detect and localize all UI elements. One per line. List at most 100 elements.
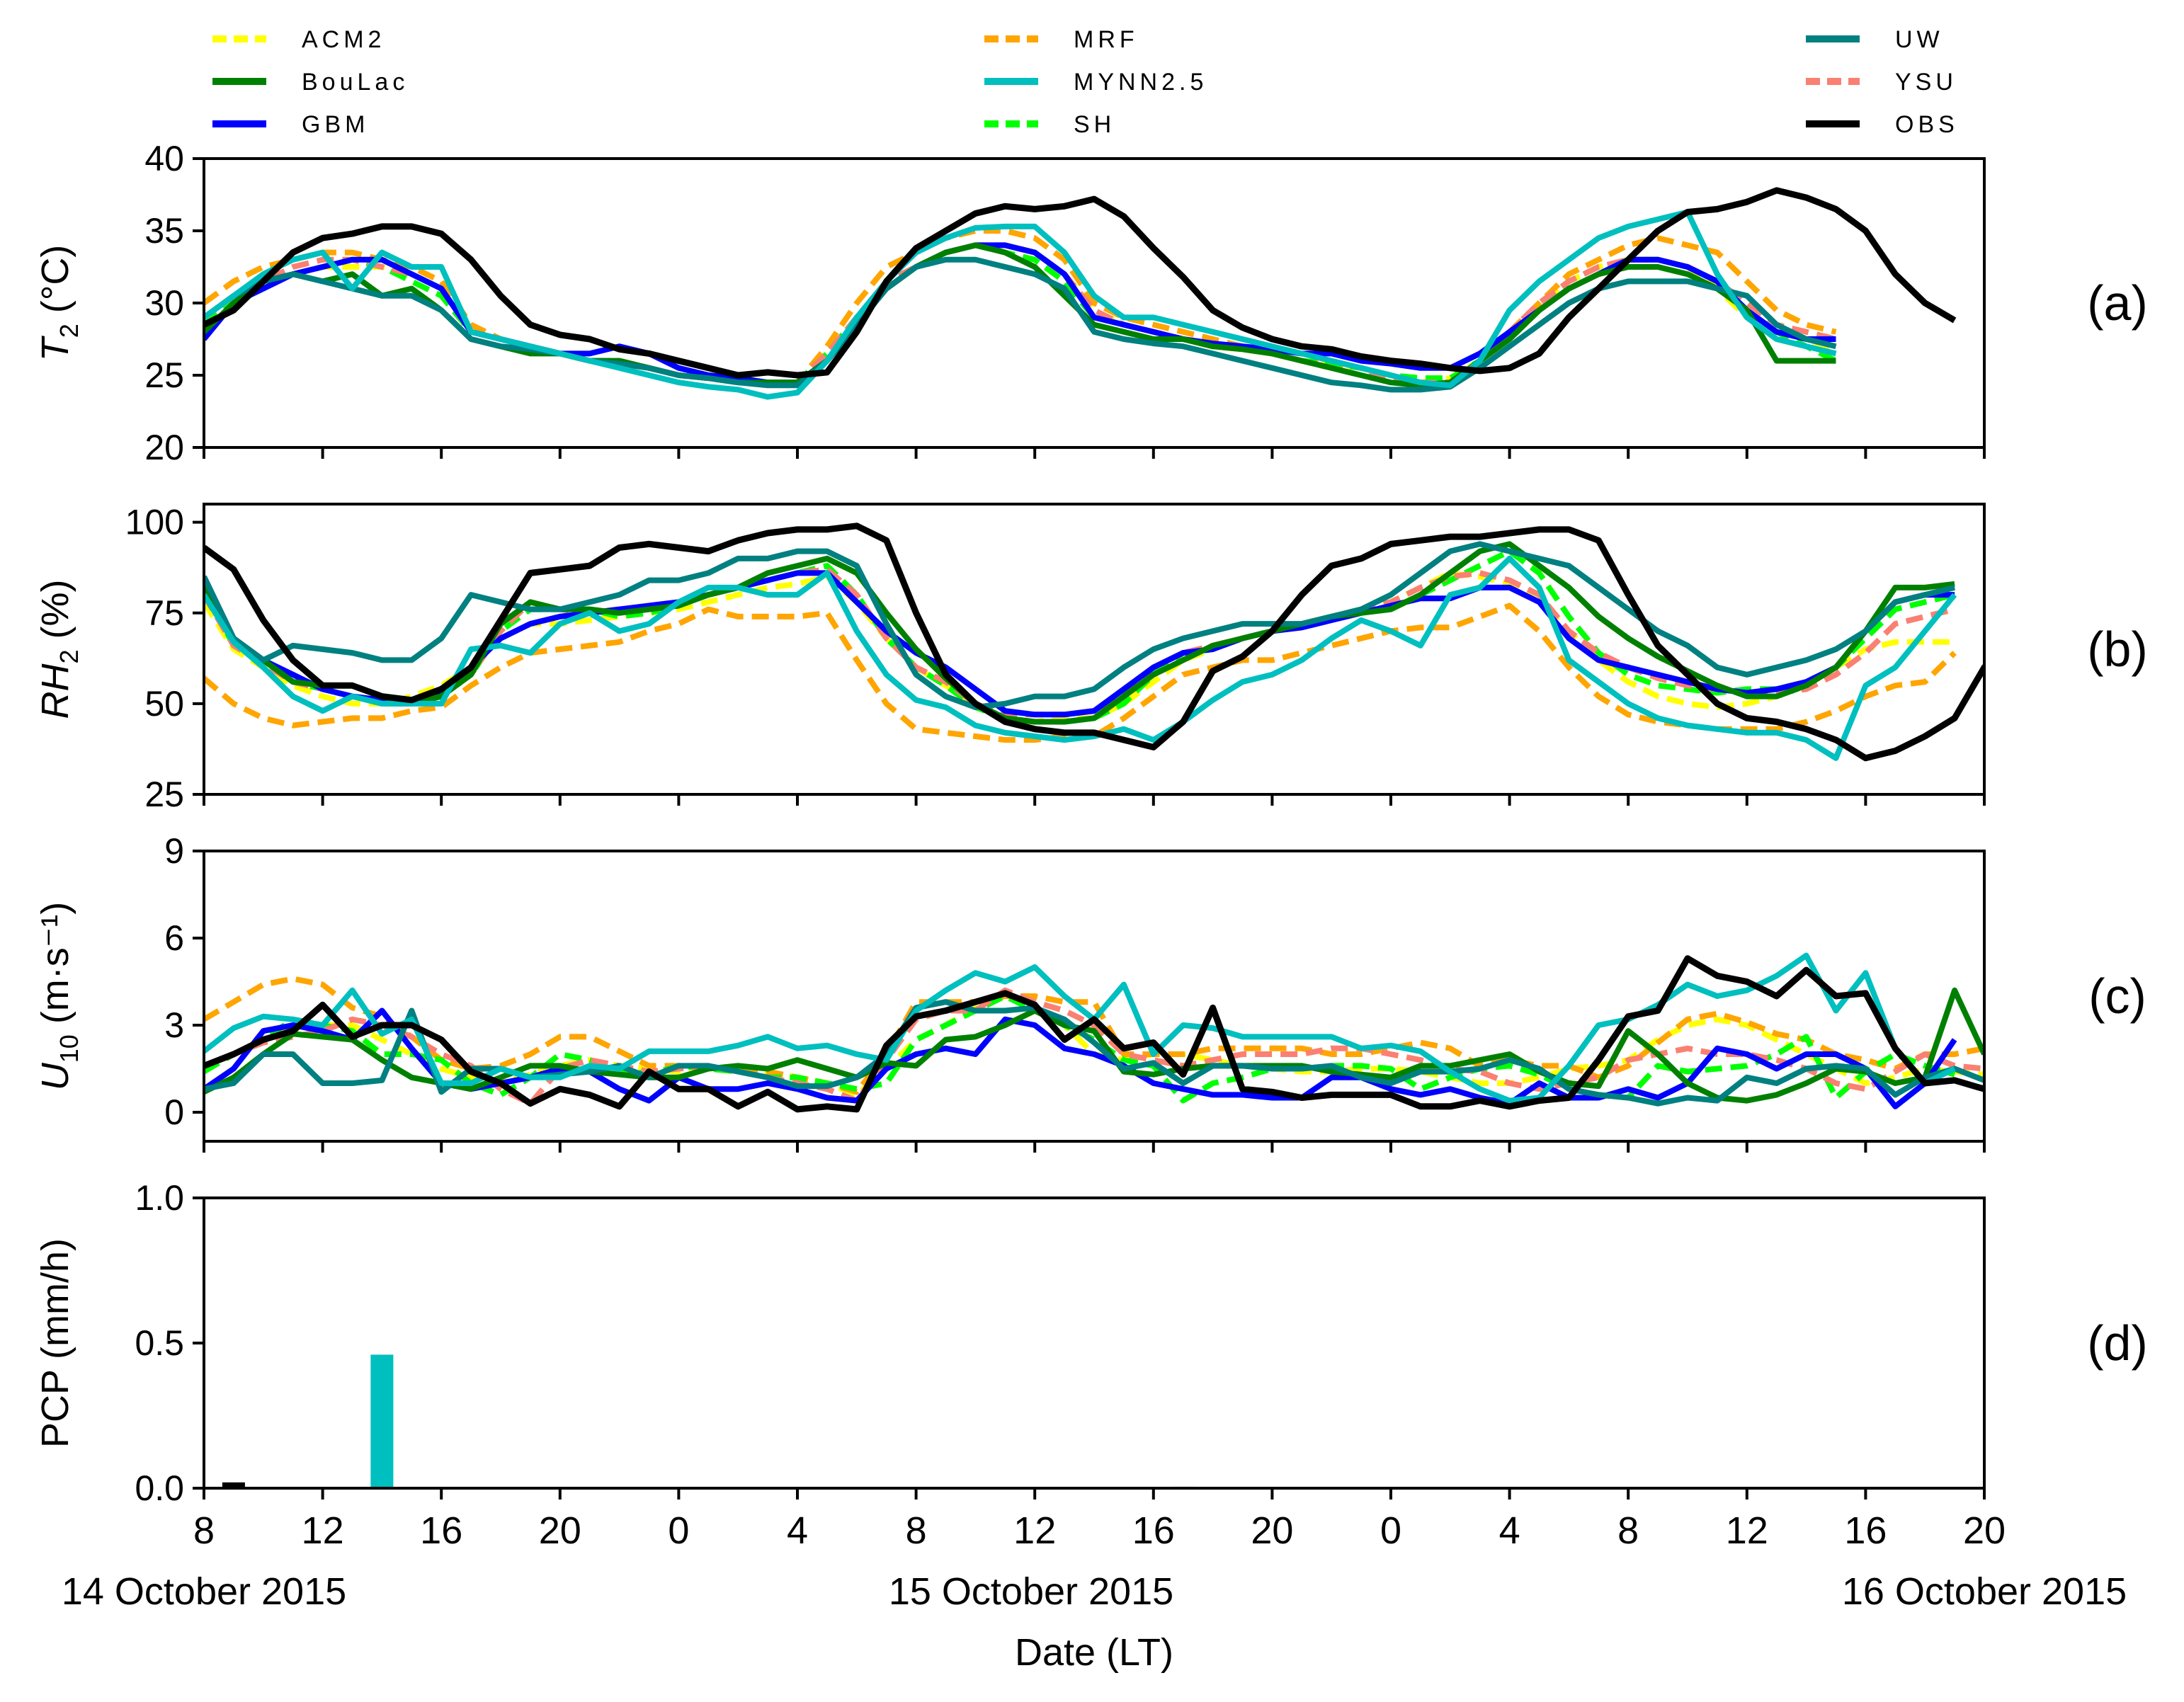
bar-pcp-obs [222, 1482, 245, 1488]
x-tick-label-9: 20 [1251, 1509, 1293, 1552]
plot-area-t2 [204, 187, 1957, 400]
y-tick-label-rh2-3: 100 [125, 503, 184, 542]
panel-frame-t2 [203, 157, 1986, 449]
y-tick-label-pcp-0: 0.0 [135, 1468, 184, 1508]
x-tick-label-7: 12 [1013, 1509, 1056, 1552]
legend-label-mrf: MRF [1074, 26, 1139, 53]
legend-label-mynn2-5: MYNN2.5 [1074, 69, 1207, 96]
series-line-t2-obs [204, 187, 1957, 379]
legend-item-ysu: YSU [1806, 69, 1957, 96]
y-axis-title-u10: U10 (m·s⁻¹) [34, 902, 84, 1090]
legend-item-uw: UW [1806, 26, 1944, 53]
legend-label-obs: OBS [1895, 111, 1959, 138]
legend-label-gbm: GBM [302, 111, 369, 138]
x-tick-label-10: 0 [1380, 1509, 1401, 1552]
panel-frame-rh2 [203, 503, 1986, 796]
series-line-rh2-mynn2-5 [204, 555, 1957, 761]
y-tick-label-rh2-0: 25 [144, 775, 184, 814]
y-axis-title-rest-t2: (°C) [34, 245, 76, 324]
legend-label-acm2: ACM2 [302, 26, 385, 53]
x-tick-label-13: 12 [1726, 1509, 1768, 1552]
panel-t2: 20 25 30 35 40 T2 (°C) (a) [34, 139, 2148, 467]
y-axis-title-sub-rh2: 2 [55, 649, 84, 663]
series-line-rh2-uw [204, 541, 1956, 710]
series-line-u10-mrf [204, 976, 1984, 1095]
y-tick-label-u10-2: 6 [164, 918, 184, 958]
y-axis-title-sub-t2: 2 [55, 324, 84, 338]
y-tick-label-pcp-1: 0.5 [135, 1323, 184, 1363]
y-axis-title-main-u10: U [34, 1062, 76, 1090]
legend-item-boulac: BouLac [212, 69, 409, 96]
y-tick-label-rh2-2: 75 [144, 593, 184, 633]
y-axis-title-sub-u10: 10 [55, 1034, 84, 1063]
legend-item-gbm: GBM [212, 111, 369, 138]
y-tick-label-t2-1: 25 [144, 355, 184, 395]
x-axis: 8 12 16 20 0 4 8 12 16 20 0 4 8 12 16 20 14 October 2015… [62, 1509, 2127, 1674]
date-label-2: 16 October 2015 [1842, 1570, 2127, 1613]
panel-rh2: 25 50 75 100 RH2 (%) (b) [34, 503, 2148, 814]
x-tick-label-3: 20 [539, 1509, 581, 1552]
series-line-t2-mynn2-5 [204, 209, 1837, 400]
panel-tag-t2: (a) [2087, 275, 2148, 331]
legend-label-boulac: BouLac [302, 69, 409, 96]
y-tick-label-rh2-1: 50 [144, 684, 184, 724]
panel-frame-pcp [203, 1196, 1986, 1490]
series-line-u10-obs [204, 955, 1984, 1113]
bar-pcp-mynn2-5 [370, 1354, 394, 1488]
panel-pcp: 0.0 0.5 1.0 PCP (mm/h) (d) [34, 1178, 2148, 1508]
series-line-rh2-obs [204, 522, 1984, 762]
y-axis-title-rh2: RH2 (%) [34, 579, 84, 719]
series-line-u10-ysu [204, 987, 1984, 1107]
legend-label-uw: UW [1895, 26, 1944, 53]
x-tick-label-14: 16 [1844, 1509, 1887, 1552]
series-line-rh2-gbm [204, 570, 1955, 718]
series-line-t2-uw [204, 256, 1837, 393]
x-tick-label-12: 8 [1617, 1509, 1639, 1552]
panel-tag-pcp: (d) [2087, 1315, 2148, 1371]
legend-item-mynn2-5: MYNN2.5 [984, 69, 1207, 96]
legend-item-sh: SH [984, 111, 1115, 138]
x-tick-label-8: 16 [1132, 1509, 1175, 1552]
y-tick-label-t2-3: 35 [144, 211, 184, 251]
series-line-rh2-sh [204, 548, 1956, 725]
y-axis-title-rest-u10: (m·s⁻¹) [34, 902, 76, 1034]
legend-item-obs: OBS [1806, 111, 1959, 138]
plot-area-rh2 [204, 522, 1984, 762]
chart-legend: ACM2 BouLac GBM MRF MYNN2.5 SH UW YSU OBS [212, 26, 1959, 138]
date-label-1: 15 October 2015 [889, 1570, 1173, 1613]
y-axis-title-pcp: PCP (mm/h) [34, 1238, 76, 1448]
plot-area-u10 [204, 952, 1984, 1113]
y-axis-title-rest-rh2: (%) [34, 579, 76, 649]
x-tick-label-2: 16 [420, 1509, 462, 1552]
series-line-t2-mrf [204, 228, 1837, 386]
series-line-u10-boulac [204, 987, 1984, 1104]
panel-tag-u10: (c) [2088, 969, 2146, 1024]
y-tick-label-t2-4: 40 [144, 139, 184, 178]
y-tick-label-pcp-2: 1.0 [135, 1178, 184, 1218]
y-tick-label-u10-0: 0 [164, 1092, 184, 1132]
x-axis-title: Date (LT) [1015, 1631, 1173, 1674]
y-tick-label-t2-2: 30 [144, 283, 184, 323]
x-tick-label-15: 20 [1963, 1509, 2006, 1552]
legend-item-acm2: ACM2 [212, 26, 385, 53]
legend-label-sh: SH [1074, 111, 1115, 138]
y-axis-title-main-rh2: RH [34, 663, 76, 719]
panel-tag-rh2: (b) [2087, 622, 2148, 677]
x-tick-label-11: 4 [1499, 1509, 1520, 1552]
y-axis-title-main-t2: T [34, 335, 76, 361]
y-tick-label-u10-3: 9 [164, 831, 184, 871]
y-axis-title-main-pcp: PCP (mm/h) [34, 1238, 76, 1448]
panel-u10: 0 3 6 9 U10 (m·s⁻¹) (c) [34, 831, 2146, 1153]
date-label-0: 14 October 2015 [62, 1570, 346, 1613]
x-tick-label-1: 12 [302, 1509, 344, 1552]
x-tick-label-5: 4 [787, 1509, 808, 1552]
x-tick-label-0: 8 [193, 1509, 215, 1552]
x-tick-label-4: 0 [668, 1509, 689, 1552]
x-tick-label-6: 8 [906, 1509, 927, 1552]
plot-area-pcp [222, 1354, 1195, 1488]
legend-label-ysu: YSU [1895, 69, 1957, 96]
y-axis-title-t2: T2 (°C) [34, 245, 84, 362]
legend-item-mrf: MRF [984, 26, 1139, 53]
